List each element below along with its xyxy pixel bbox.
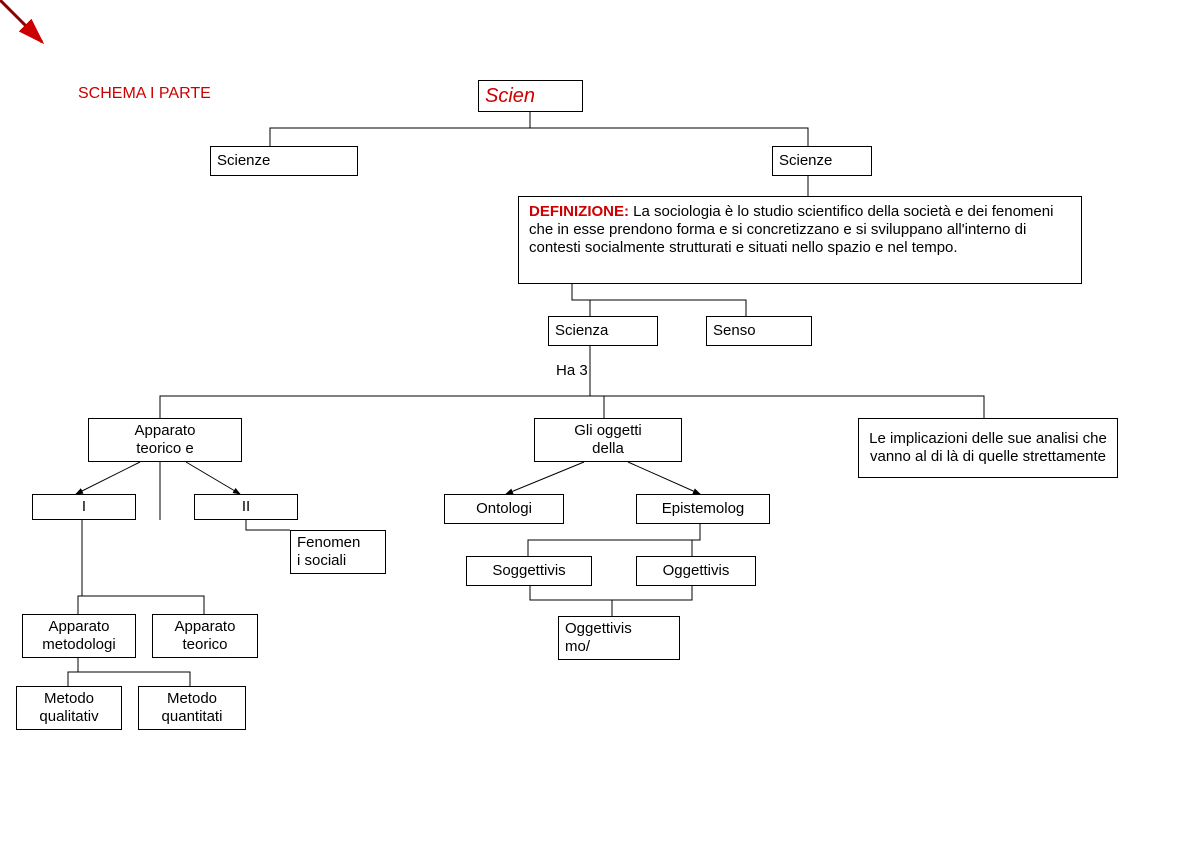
arrow-edge: [506, 462, 584, 494]
node-met_qual: Metodo qualitativ: [16, 686, 122, 730]
node-soggettivis: Soggettivis: [466, 556, 592, 586]
edge: [160, 346, 590, 418]
schema-title: SCHEMA I PARTE: [78, 85, 211, 103]
edge: [78, 520, 82, 614]
node-apparato_teorico_e: Apparato teorico e: [88, 418, 242, 462]
node-senso: Senso: [706, 316, 812, 346]
label-ha3_label: Ha 3: [556, 362, 588, 379]
node-II: II: [194, 494, 298, 520]
node-ogg_mo: Oggettivis mo/: [558, 616, 680, 660]
edge: [590, 346, 604, 418]
edge: [270, 112, 530, 146]
node-scienza: Scienza: [548, 316, 658, 346]
arrow-edge: [186, 462, 240, 494]
edge: [590, 346, 984, 418]
node-met_quant: Metodo quantitati: [138, 686, 246, 730]
node-app_teorico: Apparato teorico: [152, 614, 258, 658]
edge: [612, 586, 692, 616]
edge: [530, 586, 612, 616]
node-definizione: DEFINIZIONE: La sociologia è lo studio s…: [518, 196, 1082, 284]
node-scienze_l: Scienze: [210, 146, 358, 176]
node-epistemolog: Epistemolog: [636, 494, 770, 524]
arrow-edge: [628, 462, 700, 494]
edge: [528, 524, 700, 556]
node-fenomeni: Fenomen i sociali: [290, 530, 386, 574]
node-app_metodo: Apparato metodologi: [22, 614, 136, 658]
edge: [68, 658, 78, 686]
definizione-label: DEFINIZIONE:: [529, 203, 629, 220]
arrow-edge: [76, 462, 140, 494]
node-root: Scien: [478, 80, 583, 112]
edge: [572, 284, 746, 316]
node-implicazioni: Le implicazioni delle sue analisi che va…: [858, 418, 1118, 478]
edge: [78, 672, 190, 686]
node-scienze_r: Scienze: [772, 146, 872, 176]
edge: [572, 284, 590, 316]
edge: [82, 596, 204, 614]
corner-arrow-line: [0, 0, 42, 42]
node-oggettivis: Oggettivis: [636, 556, 756, 586]
edge: [692, 524, 700, 556]
edge: [530, 112, 808, 146]
node-ontologi: Ontologi: [444, 494, 564, 524]
node-I: I: [32, 494, 136, 520]
edge: [246, 520, 290, 530]
node-oggetti_della: Gli oggetti della: [534, 418, 682, 462]
